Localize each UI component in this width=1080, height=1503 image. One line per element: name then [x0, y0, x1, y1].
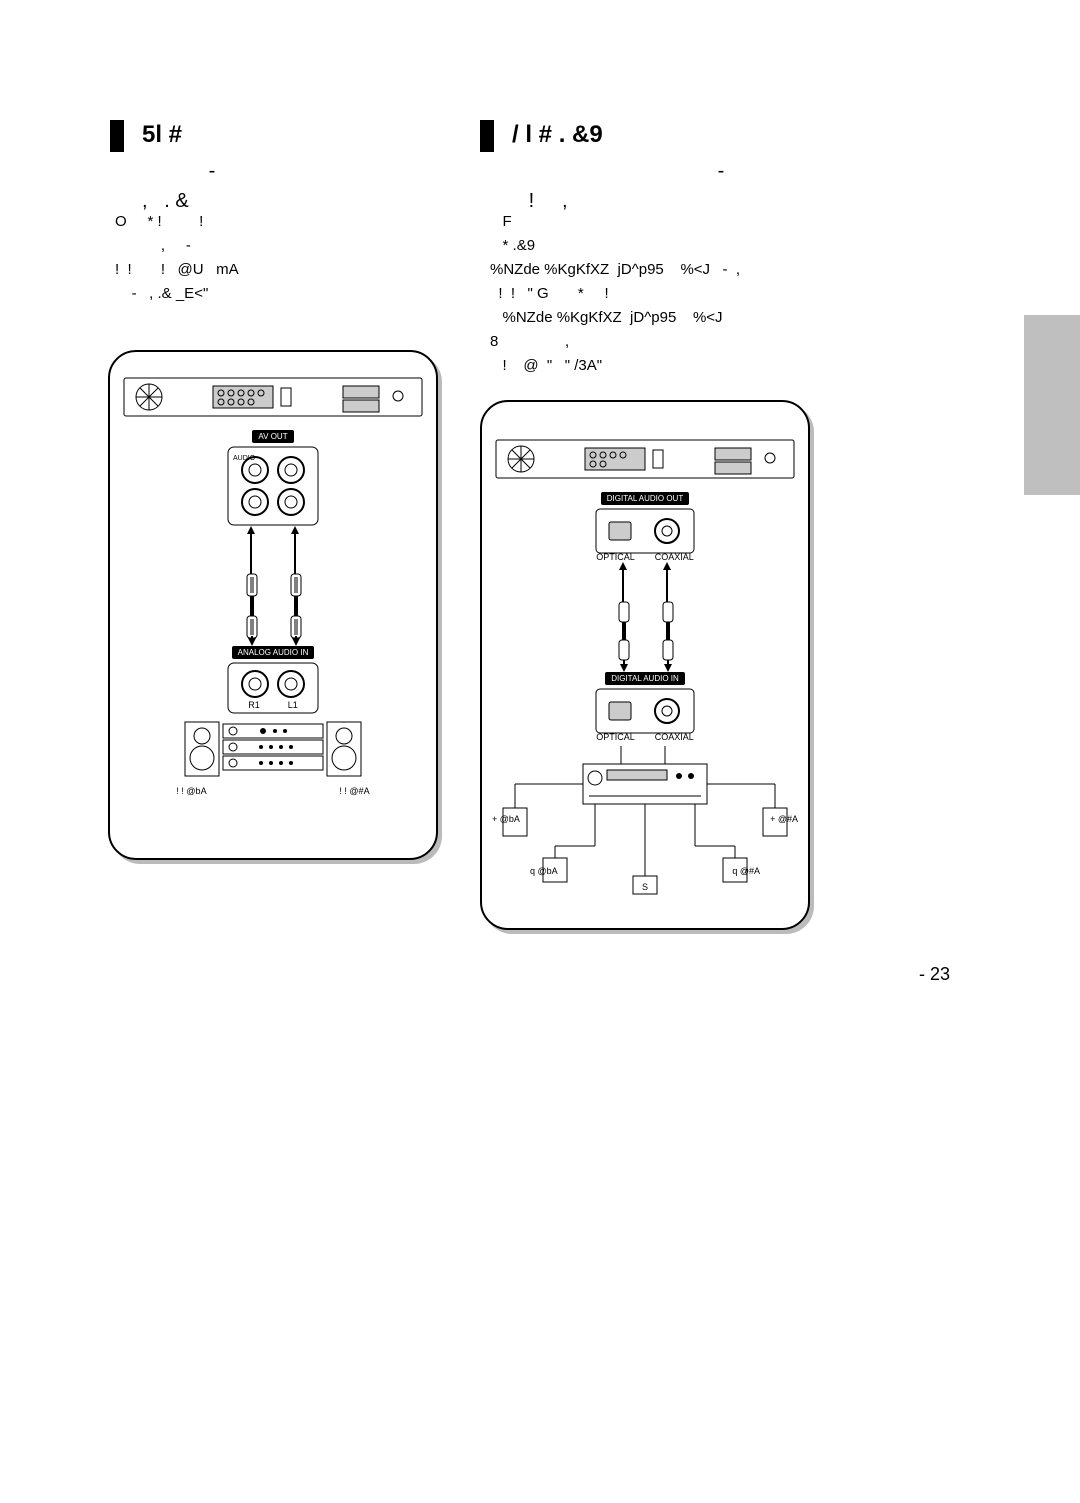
digital-in-block: DIGITAL AUDIO IN OPTICAL COAXIAL	[482, 672, 808, 742]
digital-out-block: DIGITAL AUDIO OUT OPTICAL COAXIAL	[482, 492, 808, 562]
page-number: - 23	[919, 964, 950, 985]
section-marker-right	[480, 120, 494, 152]
analog-in-label: ANALOG AUDIO IN	[232, 646, 315, 659]
front-right-label: + @#A	[770, 814, 798, 824]
cables-right	[585, 562, 705, 672]
left-heading: 5l #	[142, 120, 215, 150]
av-out-jacks: AUDIO	[227, 446, 319, 526]
coaxial-in-label: COAXIAL	[655, 732, 694, 742]
sub-label: S	[642, 882, 648, 892]
dvd-recorder-rear	[123, 370, 423, 426]
stereo-system	[183, 716, 363, 782]
optical-out-label: OPTICAL	[596, 552, 635, 562]
svg-text:AUDIO: AUDIO	[233, 455, 256, 462]
analog-in-block: ANALOG AUDIO IN R1 L1	[110, 646, 436, 710]
right-heading: / l # . &9	[512, 120, 724, 150]
front-left-label: + @bA	[492, 814, 520, 824]
rear-right-label: q @#A	[732, 866, 760, 876]
right-body-text: F * .&9 %NZde %KgKfXZ jD^p95 %<J - , ! !…	[490, 210, 910, 378]
av-out-label: AV OUT	[252, 430, 293, 443]
optical-in-label: OPTICAL	[596, 732, 635, 742]
left-subheading: - , . &	[142, 156, 215, 216]
l1-label: L1	[288, 700, 298, 710]
rear-left-label: q @bA	[530, 866, 558, 876]
cables-left	[213, 526, 333, 646]
r1-label: R1	[248, 700, 260, 710]
right-diagram: DIGITAL AUDIO OUT OPTICAL COAXIAL DIGITA…	[480, 400, 810, 930]
digital-out-jacks	[595, 508, 695, 554]
digital-in-label: DIGITAL AUDIO IN	[605, 672, 685, 685]
left-bottom-right: ! ! @#A	[339, 786, 369, 796]
right-subheading: - ! ,	[512, 156, 724, 216]
section-marker-left	[110, 120, 124, 152]
side-tab-label	[1024, 315, 1060, 435]
left-body-text: O * ! ! , - ! ! ! @U mA - , .& _E<"	[115, 210, 495, 306]
av-out-block: AV OUT AUDIO	[110, 430, 436, 526]
coaxial-out-label: COAXIAL	[655, 552, 694, 562]
dvd-recorder-rear-2	[495, 432, 795, 488]
left-bottom-left: ! ! @bA	[176, 786, 206, 796]
digital-in-jacks	[595, 688, 695, 734]
digital-out-label: DIGITAL AUDIO OUT	[601, 492, 689, 505]
left-diagram: AV OUT AUDIO ANAL	[108, 350, 438, 860]
side-tab	[1024, 315, 1080, 495]
